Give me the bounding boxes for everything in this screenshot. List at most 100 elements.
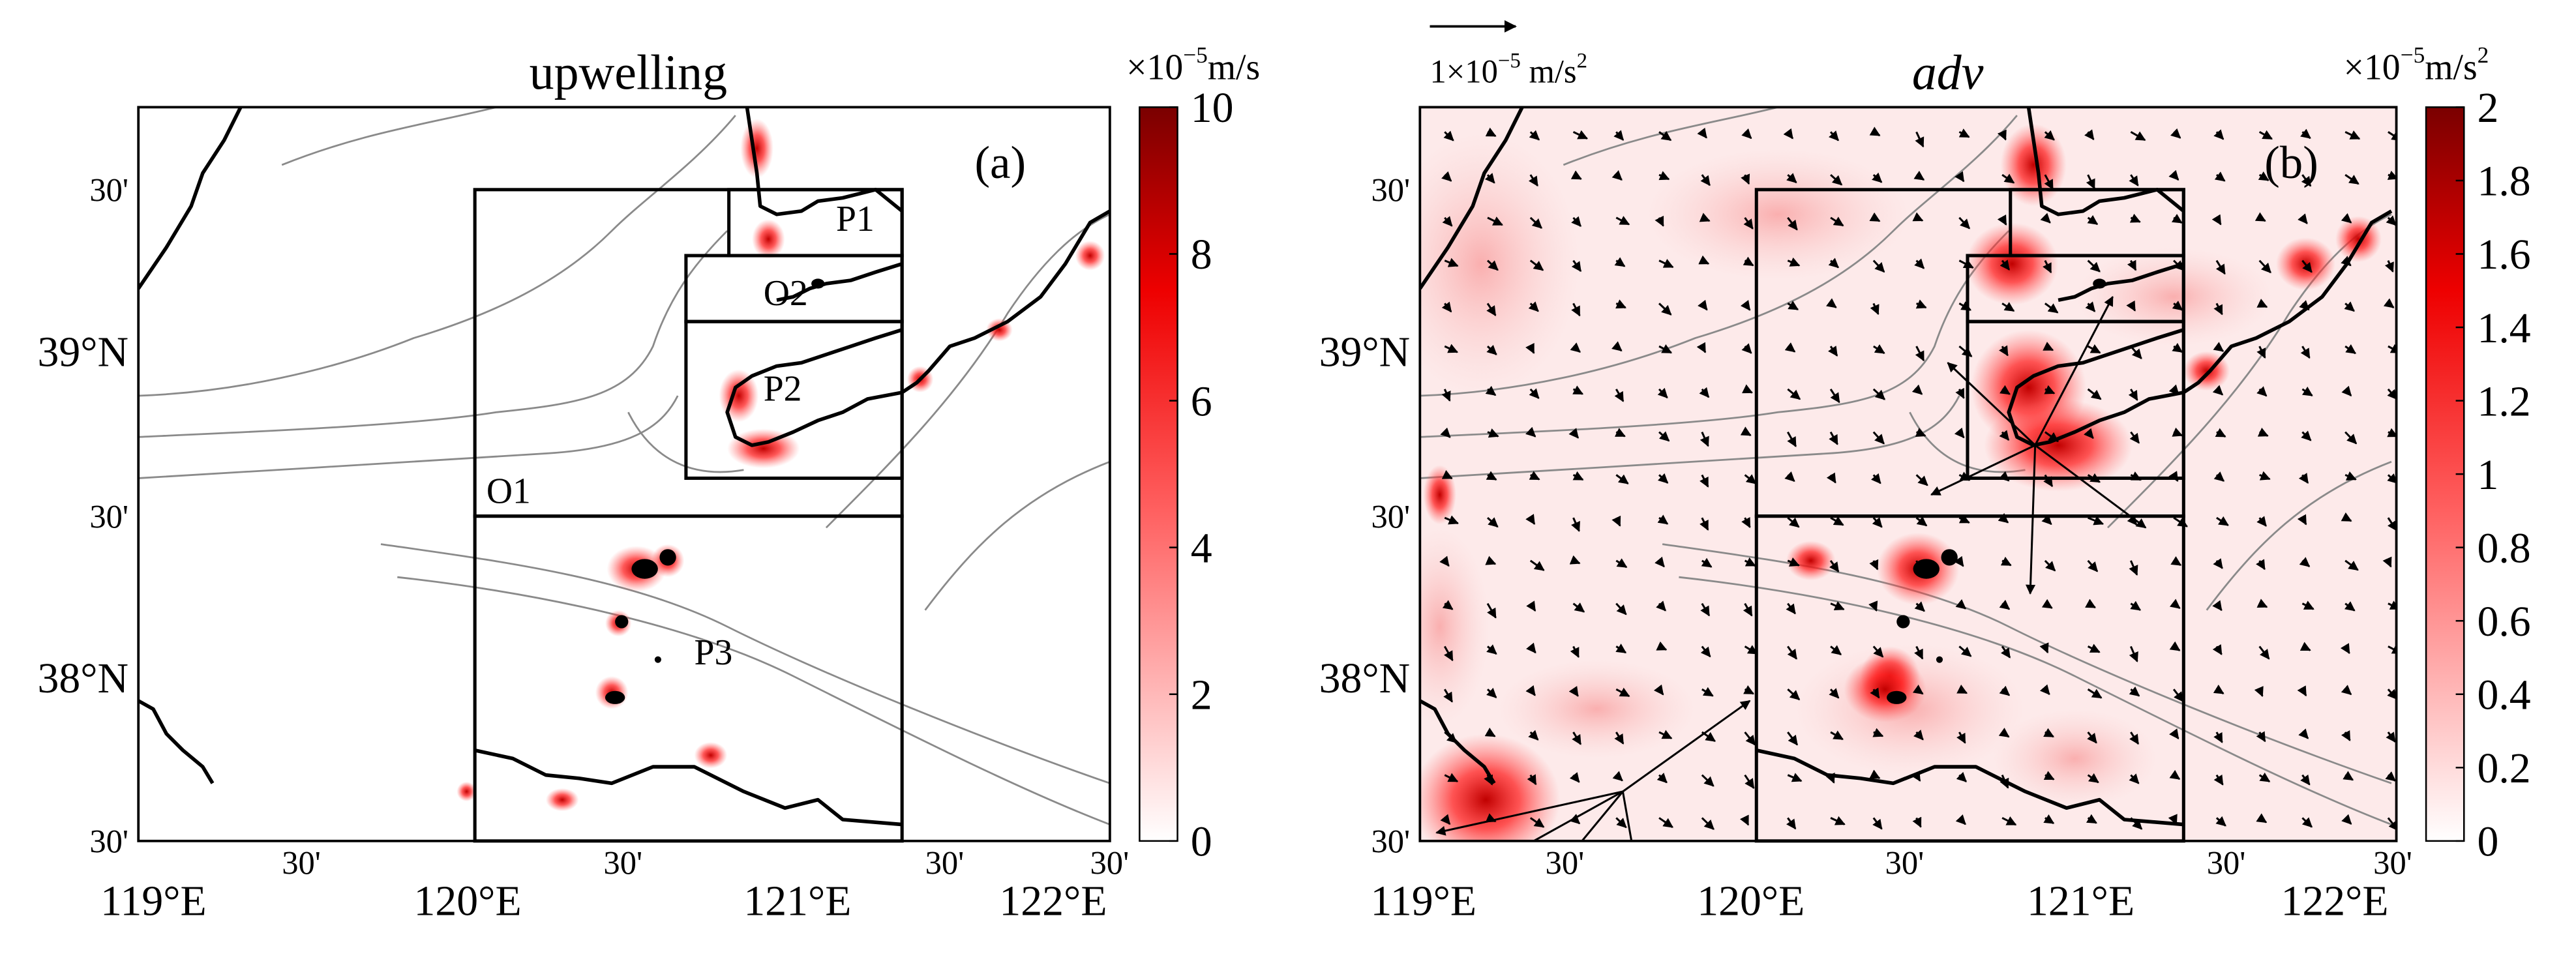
vector bbox=[1486, 687, 1497, 698]
vector bbox=[1525, 342, 1535, 354]
vector bbox=[1486, 303, 1497, 316]
box-label: P3 bbox=[695, 632, 733, 673]
vector bbox=[2168, 384, 2179, 395]
vector bbox=[1787, 257, 1801, 267]
y-tick-label: 39°N bbox=[1319, 328, 1411, 376]
vector bbox=[2388, 600, 2397, 610]
vector bbox=[1484, 774, 1493, 786]
island bbox=[659, 549, 676, 566]
vector bbox=[1529, 471, 1540, 481]
vector bbox=[1571, 216, 1581, 227]
vector bbox=[1658, 171, 1670, 181]
vector bbox=[1786, 173, 1797, 184]
vector bbox=[1740, 300, 1751, 311]
vector bbox=[2212, 600, 2223, 612]
vector bbox=[2043, 814, 2055, 824]
vector bbox=[1443, 645, 1454, 662]
box-label: O2 bbox=[764, 273, 808, 314]
vector bbox=[2000, 556, 2012, 567]
vector bbox=[2343, 771, 2354, 781]
vector bbox=[1869, 212, 1881, 222]
panel-label: (b) bbox=[2264, 138, 2318, 188]
vector bbox=[1444, 258, 1459, 267]
vector bbox=[1487, 428, 1499, 438]
vector bbox=[1787, 216, 1798, 231]
vector bbox=[1527, 774, 1537, 786]
vector bbox=[1444, 731, 1458, 744]
vector bbox=[1441, 469, 1453, 480]
x-tick-label: 120°E bbox=[414, 878, 522, 925]
y-tick-label: 30' bbox=[1371, 823, 1410, 860]
vector bbox=[2216, 516, 2229, 526]
vector bbox=[1869, 769, 1881, 779]
vector bbox=[1658, 817, 1673, 828]
vector bbox=[2388, 644, 2397, 654]
colorbar-tick-label: 0.4 bbox=[2477, 672, 2530, 719]
vector bbox=[2044, 130, 2055, 141]
vector bbox=[1830, 816, 1846, 825]
contour bbox=[1679, 576, 2392, 825]
vector bbox=[1997, 214, 2007, 226]
vector bbox=[2212, 385, 2224, 396]
vector bbox=[1657, 473, 1669, 484]
vector bbox=[2301, 817, 2313, 828]
vector bbox=[1829, 389, 1840, 404]
vector bbox=[1871, 172, 1883, 183]
vector bbox=[2258, 130, 2273, 140]
vector bbox=[2171, 213, 2183, 224]
x-tick-label: 121°E bbox=[743, 878, 851, 925]
vector bbox=[2129, 431, 2140, 444]
vector bbox=[1529, 259, 1544, 271]
vector bbox=[1571, 303, 1581, 317]
x-tick-label: 30' bbox=[282, 844, 321, 881]
vector bbox=[1915, 516, 1928, 527]
coastline bbox=[1420, 107, 1524, 290]
vector bbox=[1999, 385, 2011, 395]
vector bbox=[2386, 732, 2396, 743]
colorbar bbox=[1139, 106, 1178, 842]
vector bbox=[2000, 645, 2011, 659]
hotspot bbox=[752, 219, 785, 259]
coastline bbox=[2026, 107, 2185, 216]
vector bbox=[1954, 427, 1965, 439]
vector bbox=[1701, 557, 1713, 568]
vector bbox=[1868, 600, 1878, 612]
vector bbox=[1787, 388, 1801, 400]
vector bbox=[1568, 428, 1580, 439]
vector bbox=[2130, 131, 2146, 141]
vector bbox=[2254, 686, 2264, 698]
vector bbox=[1955, 814, 1966, 825]
vector bbox=[2172, 689, 2184, 702]
vector bbox=[2085, 301, 2096, 312]
contour bbox=[1420, 230, 2010, 438]
hotspot bbox=[457, 781, 477, 802]
vector bbox=[1913, 730, 1924, 741]
vector bbox=[1998, 512, 2009, 524]
vector bbox=[1441, 301, 1452, 313]
vector bbox=[1911, 771, 1921, 782]
vector bbox=[1529, 817, 1545, 828]
vector bbox=[1443, 689, 1454, 703]
vector bbox=[2384, 259, 2394, 273]
vector bbox=[2258, 259, 2271, 274]
vector bbox=[2301, 259, 2313, 273]
vector bbox=[1915, 299, 1927, 309]
vector bbox=[2341, 730, 2351, 741]
vector bbox=[2043, 728, 2055, 738]
hotspot bbox=[1420, 733, 1561, 841]
vector bbox=[1486, 644, 1497, 655]
vector bbox=[1743, 256, 1754, 267]
vector bbox=[1741, 384, 1753, 394]
vector bbox=[2129, 773, 2140, 784]
vector bbox=[2344, 431, 2358, 445]
vector bbox=[1873, 344, 1885, 354]
vector bbox=[2256, 346, 2266, 359]
vector bbox=[2129, 174, 2139, 186]
vector bbox=[1870, 473, 1881, 484]
coastline bbox=[725, 209, 1110, 447]
box-label: O1 bbox=[487, 471, 531, 511]
vector bbox=[2129, 686, 2140, 697]
vector bbox=[1955, 387, 1965, 399]
colorbar-unit: ×10−5m/s2 bbox=[2344, 42, 2489, 87]
vector bbox=[2087, 731, 2097, 744]
